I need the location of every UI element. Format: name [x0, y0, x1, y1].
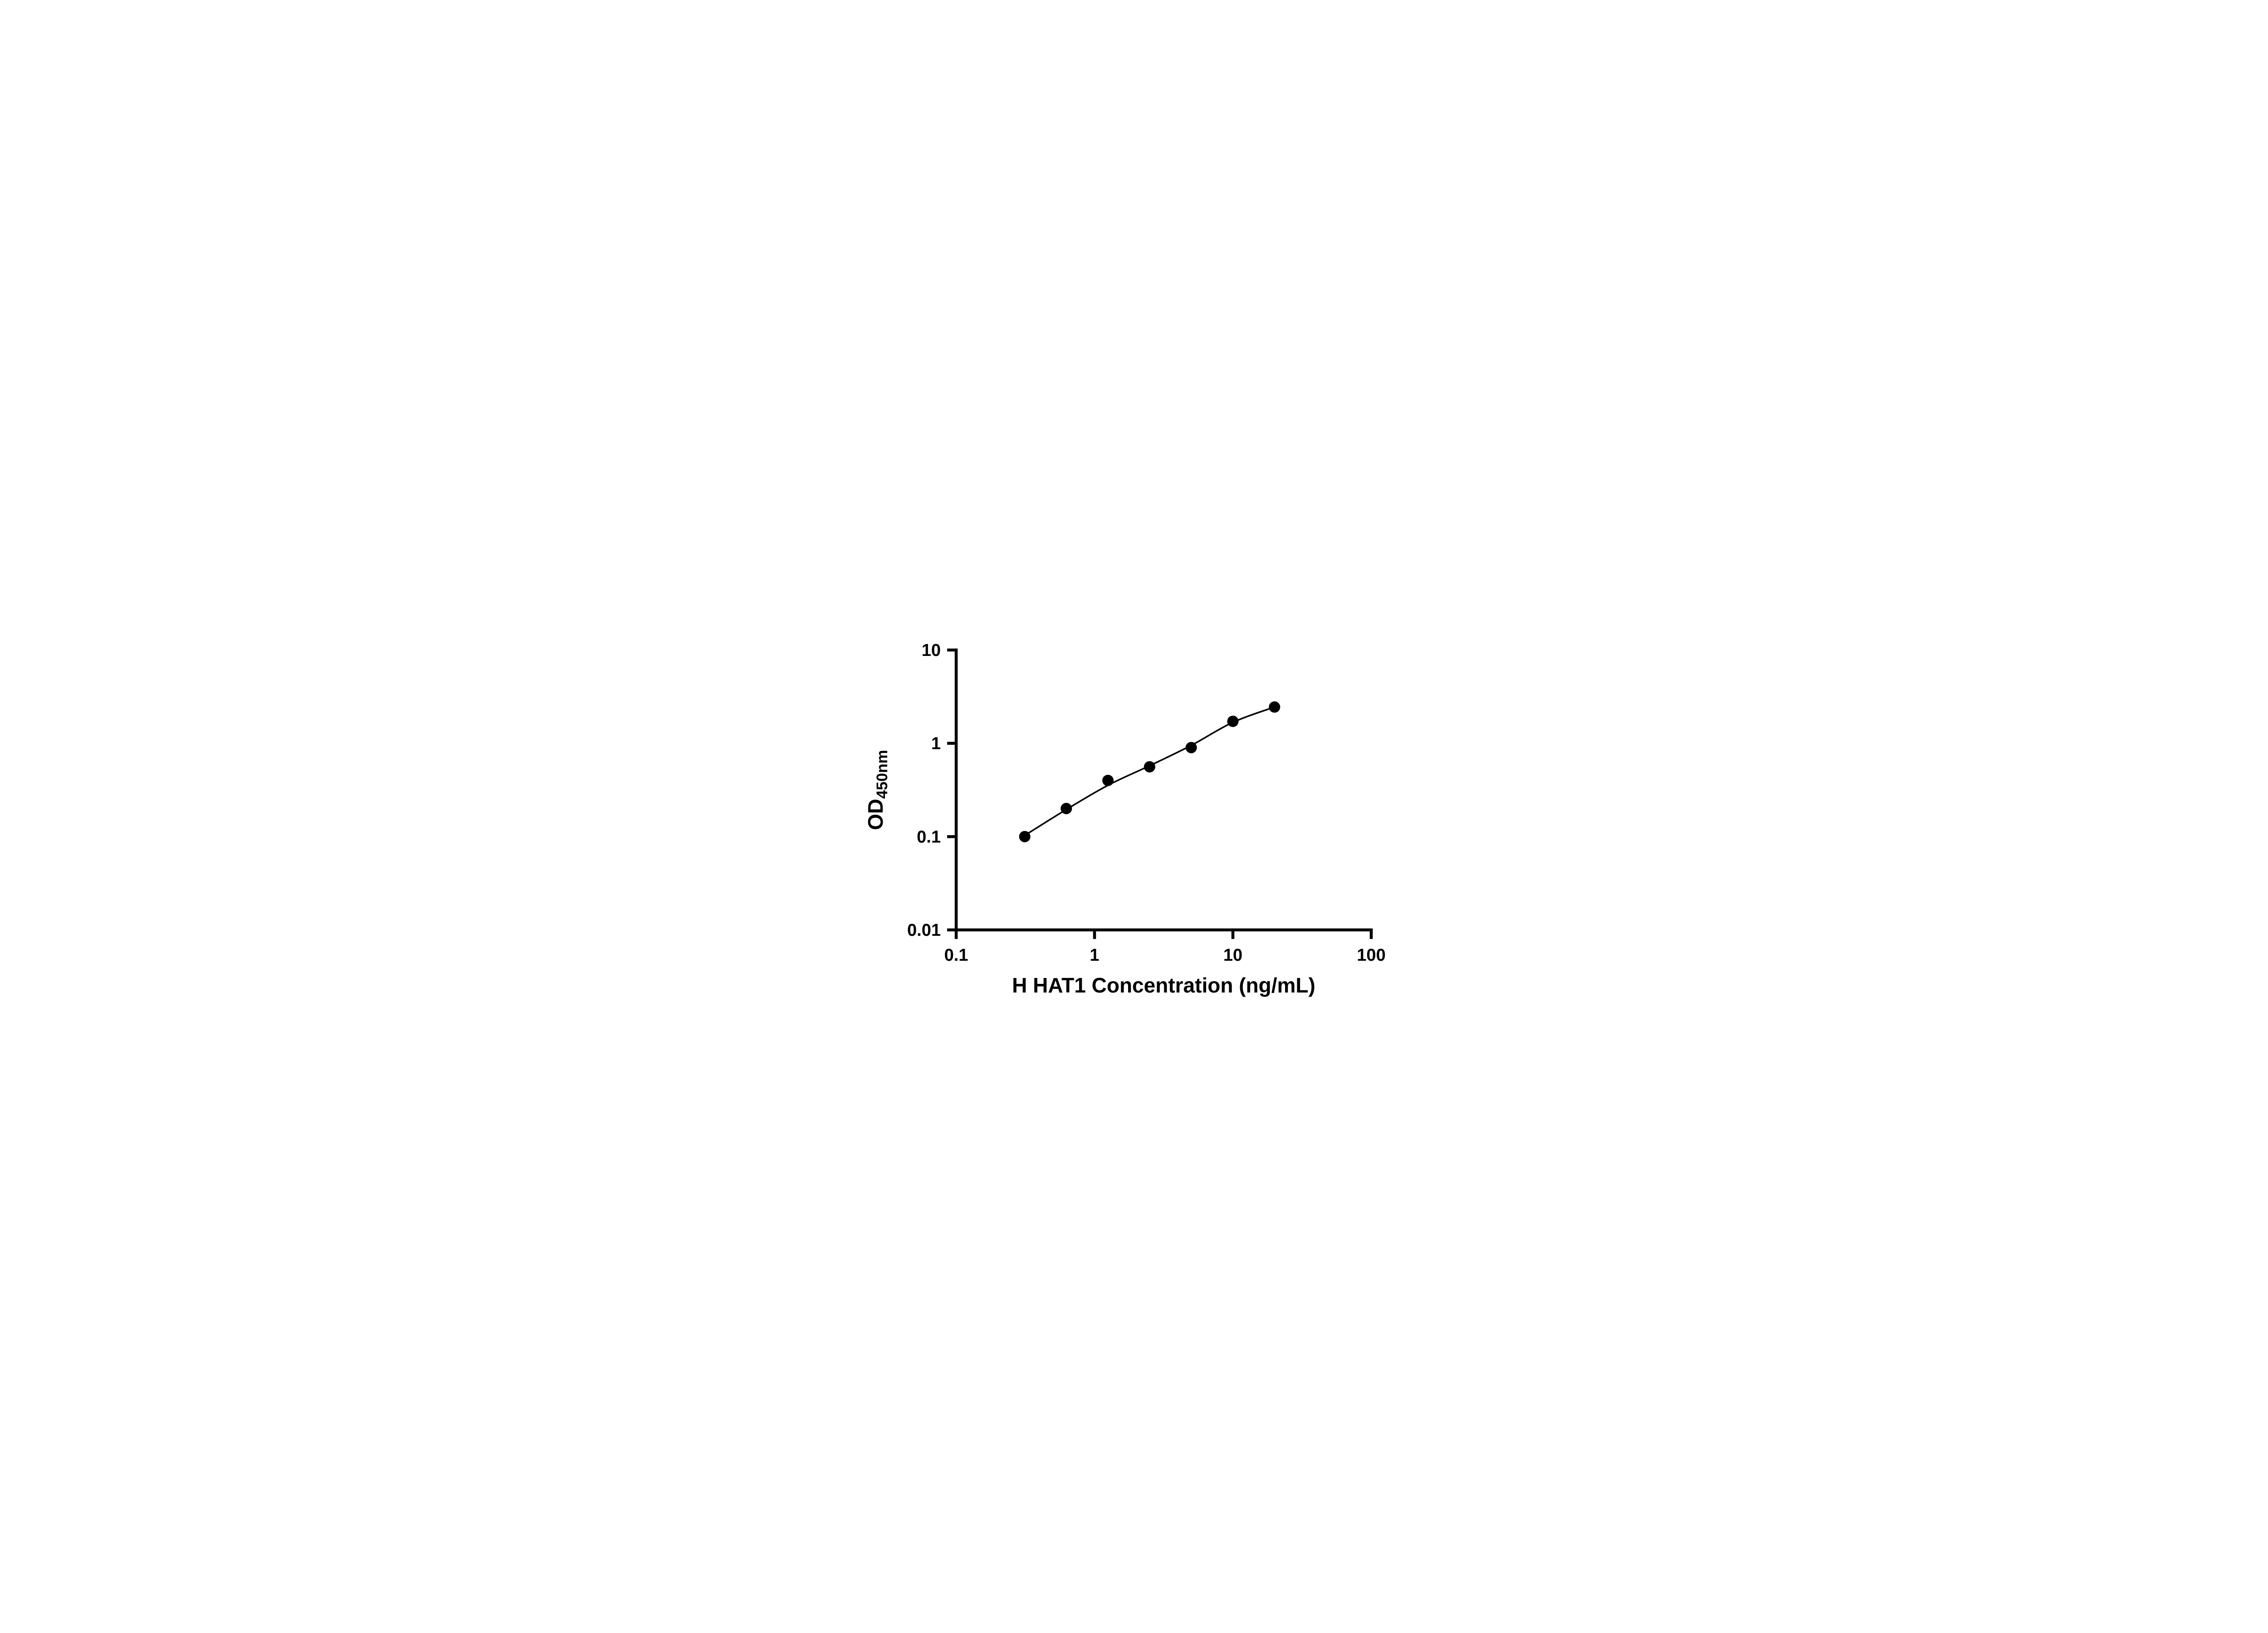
- data-point: [1227, 715, 1238, 727]
- data-point: [1060, 802, 1072, 814]
- x-tick-label: 0.1: [944, 946, 968, 965]
- y-axis-title: OD450nm: [864, 750, 891, 830]
- y-axis-title-main: OD: [864, 799, 887, 830]
- data-point: [1268, 701, 1280, 713]
- elisa-standard-curve-chart: 0.1 1 10 100 0.01 0.1 1 10 H HAT1 Concentration …: [843, 612, 1426, 1021]
- y-tick-label: 1: [931, 734, 940, 753]
- y-tick-label: 0.01: [907, 921, 941, 940]
- y-tick-label: 0.1: [917, 827, 941, 846]
- data-point: [1102, 775, 1114, 787]
- x-tick-label: 10: [1223, 946, 1242, 965]
- data-point: [1185, 742, 1197, 753]
- data-point: [1019, 831, 1031, 842]
- y-axis-title-sub: 450nm: [874, 750, 891, 799]
- y-tick-label: 10: [921, 641, 940, 660]
- x-tick-label: 100: [1357, 946, 1385, 965]
- x-tick-label: 1: [1090, 946, 1099, 965]
- x-axis-title: H HAT1 Concentration (ng/mL): [1012, 973, 1315, 997]
- data-point: [1144, 761, 1155, 772]
